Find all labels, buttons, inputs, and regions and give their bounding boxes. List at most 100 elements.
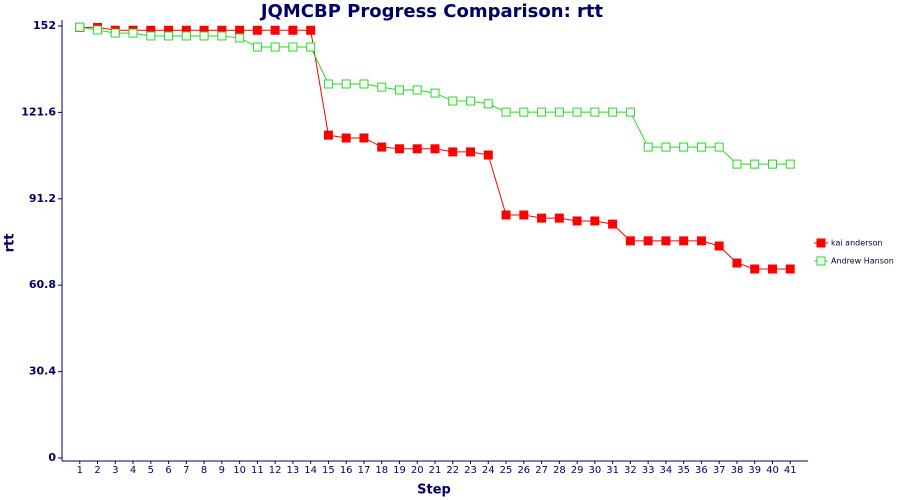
point [537, 213, 547, 223]
point [519, 107, 529, 117]
point [377, 82, 387, 92]
x-tick-label: 36 [695, 465, 708, 476]
point [537, 107, 547, 117]
x-axis-label: Step [417, 483, 451, 498]
point [750, 159, 760, 169]
x-tick-label: 30 [588, 465, 601, 476]
y-tick-label: 91.2 [29, 192, 56, 205]
point [661, 142, 671, 152]
x-tick-label: 19 [393, 465, 406, 476]
point [625, 107, 635, 117]
point [696, 236, 706, 246]
point [377, 142, 387, 152]
point [448, 96, 458, 106]
point [661, 236, 671, 246]
point [235, 25, 245, 35]
x-tick-label: 4 [130, 465, 136, 476]
point [448, 147, 458, 157]
point [181, 31, 191, 41]
x-tick-label: 18 [375, 465, 388, 476]
point [643, 142, 653, 152]
point [572, 216, 582, 226]
x-tick-label: 20 [411, 465, 424, 476]
y-tick-label: 30.4 [29, 365, 56, 378]
point [412, 144, 422, 154]
point [164, 31, 174, 41]
x-tick-label: 11 [251, 465, 264, 476]
point [554, 213, 564, 223]
point [235, 33, 245, 43]
point [394, 85, 404, 95]
x-tick-label: 23 [464, 465, 477, 476]
point [767, 159, 777, 169]
point [785, 264, 795, 274]
point [785, 159, 795, 169]
point [732, 258, 742, 268]
x-tick-label: 25 [500, 465, 513, 476]
legend-label: Andrew Hanson [831, 257, 894, 266]
x-tick-label: 39 [748, 465, 761, 476]
x-tick-label: 14 [304, 465, 317, 476]
x-tick-label: 38 [731, 465, 744, 476]
point [146, 31, 156, 41]
point [732, 159, 742, 169]
x-tick-label: 26 [517, 465, 530, 476]
point [590, 107, 600, 117]
point [93, 25, 103, 35]
x-tick-label: 8 [201, 465, 207, 476]
point [359, 79, 369, 89]
x-tick-label: 16 [340, 465, 353, 476]
point [430, 88, 440, 98]
point [75, 22, 85, 32]
point [412, 85, 422, 95]
x-tick-label: 1 [77, 465, 83, 476]
point [359, 133, 369, 143]
point [679, 236, 689, 246]
x-tick-label: 12 [269, 465, 282, 476]
point [714, 142, 724, 152]
point [572, 107, 582, 117]
x-tick-label: 3 [112, 465, 118, 476]
point [519, 210, 529, 220]
point [554, 107, 564, 117]
point [199, 31, 209, 41]
x-tick-label: 40 [766, 465, 779, 476]
y-tick-label: 121.6 [21, 105, 56, 118]
point [252, 25, 262, 35]
point [217, 31, 227, 41]
x-tick-label: 5 [148, 465, 154, 476]
point [128, 28, 138, 38]
x-tick-label: 2 [94, 465, 100, 476]
legend-label: kai anderson [831, 239, 883, 248]
x-tick-label: 15 [322, 465, 335, 476]
point [323, 79, 333, 89]
y-axis-label: rtt [3, 234, 18, 253]
point [483, 99, 493, 109]
x-tick-label: 21 [429, 465, 442, 476]
x-tick-label: 32 [624, 465, 637, 476]
point [288, 25, 298, 35]
x-tick-label: 22 [446, 465, 459, 476]
x-tick-label: 28 [553, 465, 566, 476]
point [110, 28, 120, 38]
chart-title: JQMCBP Progress Comparison: rtt [259, 1, 604, 22]
x-tick-label: 17 [358, 465, 371, 476]
x-tick-label: 41 [784, 465, 797, 476]
x-tick-label: 34 [660, 465, 673, 476]
point [696, 142, 706, 152]
point [483, 150, 493, 160]
point [608, 107, 618, 117]
point [466, 96, 476, 106]
point [430, 144, 440, 154]
point [394, 144, 404, 154]
x-tick-label: 9 [219, 465, 225, 476]
point [306, 25, 316, 35]
y-tick-label: 60.8 [29, 278, 56, 291]
x-tick-label: 29 [571, 465, 584, 476]
x-tick-label: 37 [713, 465, 726, 476]
y-tick-label: 0 [48, 451, 56, 464]
point [625, 236, 635, 246]
legend-marker [816, 238, 826, 248]
point [643, 236, 653, 246]
point [590, 216, 600, 226]
